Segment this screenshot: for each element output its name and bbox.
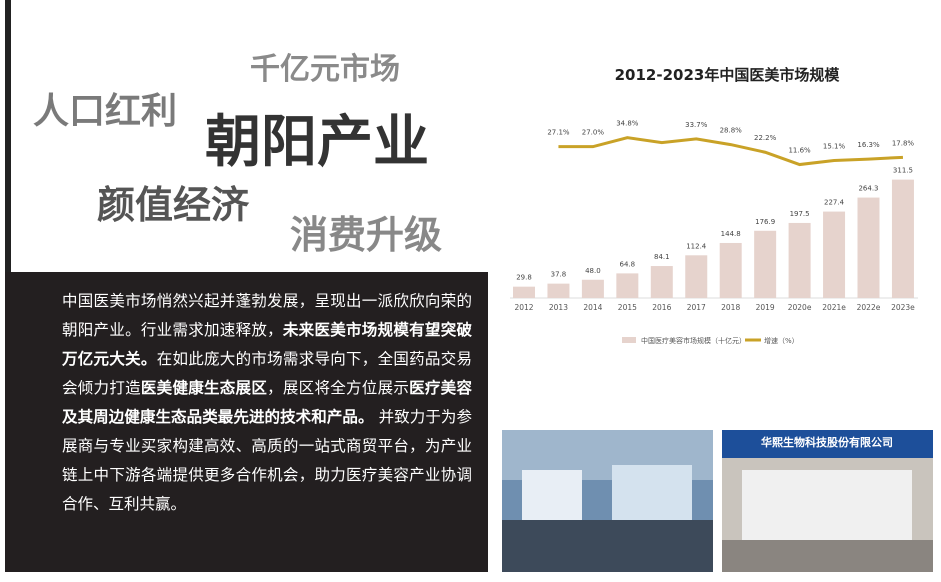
x-tick-label: 2016 (652, 303, 671, 312)
x-tick-label: 2022e (857, 303, 881, 312)
body-run: 医美健康生态展区 (140, 379, 268, 397)
x-tick-label: 2019 (756, 303, 775, 312)
bar-label: 84.1 (654, 253, 670, 261)
side-strip (5, 0, 11, 272)
x-tick-label: 2020e (788, 303, 812, 312)
bar-label: 112.4 (686, 242, 707, 250)
x-tick-label: 2021e (822, 303, 846, 312)
bar (581, 279, 604, 298)
bar (547, 283, 570, 298)
bar-label: 144.8 (721, 230, 741, 238)
x-tick-label: 2012 (514, 303, 533, 312)
body-run: 未来医美市场规模有望突破万亿元大关。 (62, 321, 472, 368)
x-tick-label: 2017 (687, 303, 706, 312)
line-label: 28.8% (720, 127, 743, 135)
headline-word: 千亿元市场 (250, 52, 400, 87)
bar (616, 273, 639, 298)
bar (650, 266, 673, 298)
bar (719, 242, 742, 298)
bar-label: 227.4 (824, 199, 845, 207)
x-tick-label: 2018 (721, 303, 740, 312)
bar-label: 48.0 (585, 267, 601, 275)
line-label: 34.8% (616, 120, 639, 128)
bar-label: 197.5 (790, 210, 810, 218)
bar-label: 64.8 (620, 260, 636, 268)
x-tick-label: 2015 (618, 303, 637, 312)
body-run: 中国医美市场悄然兴起并蓬勃发展，呈现出一派欣欣向荣的朝阳产业。行业需求加速释放， (62, 292, 472, 339)
line-label: 27.0% (582, 129, 605, 137)
chart-title: 2012-2023年中国医美市场规模 (615, 66, 841, 84)
headline-word: 人口红利 (33, 91, 178, 132)
bar (685, 255, 708, 298)
bar (754, 230, 777, 298)
bar-label: 311.5 (893, 167, 913, 175)
photo-exhibition-hall (502, 430, 713, 572)
legend-swatch (622, 337, 636, 343)
line-label: 33.7% (685, 121, 708, 129)
bar (891, 179, 914, 298)
headline-word: 消费升级 (290, 213, 443, 257)
body-run: 医疗美容及其周边健康生态品类最先进的技术和产品。 (62, 379, 472, 426)
text-panel (5, 272, 488, 572)
body-run: 在如此庞大的市场需求导向下，全国药品交易会倾力打造 (62, 350, 472, 397)
x-tick-label: 2013 (549, 303, 568, 312)
photo-booth: 华熙生物科技股份有限公司 (722, 430, 933, 572)
body-run: 并致力于为参展商与专业买家构建高效、高质的一站式商贸平台，为产业链上中下游各端提… (62, 408, 472, 513)
headline-word: 颜值经济 (97, 183, 250, 227)
line-label: 22.2% (754, 134, 777, 142)
bar (513, 286, 535, 298)
x-tick-label: 2023e (891, 303, 915, 312)
body-run: ，展区将全方位展示 (267, 379, 410, 397)
line-label: 17.8% (892, 139, 915, 147)
bar-label: 29.8 (516, 274, 532, 282)
line-label: 27.1% (547, 129, 570, 137)
bar-label: 264.3 (858, 185, 878, 193)
line (558, 136, 904, 167)
legend-label: 中国医疗美容市场规模（十亿元） (641, 336, 746, 345)
headline-word: 朝阳产业 (205, 110, 429, 175)
bar (823, 211, 846, 298)
chart: 2012-2023年中国医美市场规模 2012 2013 2014 2015 2016 2… (510, 66, 918, 345)
bar (857, 197, 880, 298)
bar (788, 222, 811, 298)
body-text: 中国医美市场悄然兴起并蓬勃发展，呈现出一派欣欣向荣的朝阳产业。行业需求加速释放，… (62, 287, 472, 519)
bar-label: 176.9 (755, 218, 775, 226)
line-label: 16.3% (857, 141, 880, 149)
x-tick-label: 2014 (583, 303, 602, 312)
bar-label: 37.8 (551, 271, 567, 279)
line-label: 11.6% (788, 147, 811, 155)
legend-label: 增速（%） (764, 336, 799, 345)
booth-sign: 华熙生物科技股份有限公司 (761, 435, 893, 449)
line-label: 15.1% (823, 142, 846, 150)
